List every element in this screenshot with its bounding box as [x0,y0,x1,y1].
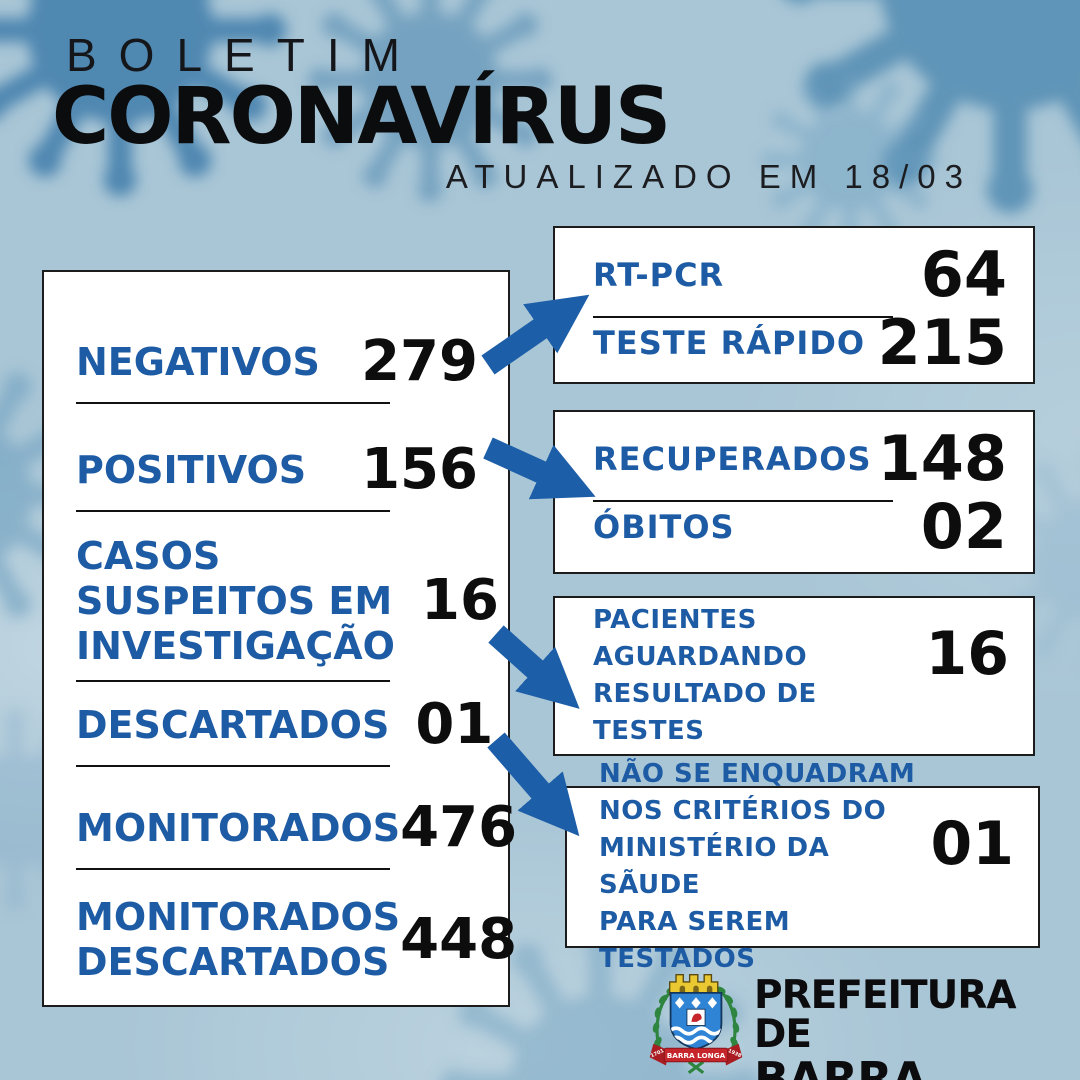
stat-row-descartados: DESCARTADOS 01 [76,697,493,768]
stat-value: 215 [877,306,1007,379]
stat-value: 16 [421,568,499,634]
stat-value: 01 [415,692,494,758]
stat-row-monitorados: MONITORADOS 476 [76,800,517,871]
stat-row-recuperados: RECUPERADOS 148 [593,422,1007,502]
pending-results-panel: PACIENTES AGUARDANDO RESULTADO DE TESTES… [553,596,1035,756]
stat-label: DESCARTADOS [76,703,390,748]
stat-value: 476 [400,795,518,861]
crest-ribbon-text: BARRA LONGA [667,1051,726,1060]
stat-row-obitos: ÓBITOS 02 [593,496,1007,564]
stat-label: RECUPERADOS [593,440,872,478]
summary-panel: NEGATIVOS 279 POSITIVOS 156 CASOS SUSPEI… [42,270,517,1007]
stat-value: 01 [930,809,1015,879]
stat-value: 448 [400,907,518,973]
crest-year-right: 1938 [727,1048,743,1059]
org-name: PREFEITURA DE BARRA LONGA [754,976,1080,1080]
stat-row-suspeitos: CASOS SUSPEITOS EM INVESTIGAÇÃO 16 [76,534,499,683]
stat-label: MONITORADOS [76,806,401,851]
outcomes-panel: RECUPERADOS 148 ÓBITOS 02 [553,410,1035,574]
stat-label: NÃO SE ENQUADRAM NOS CRITÉRIOS DO MINIST… [599,759,916,974]
org-name-line1: PREFEITURA DE [754,973,1017,1057]
stat-label: CASOS SUSPEITOS EM INVESTIGAÇÃO [76,534,395,668]
org-name-line2: BARRA LONGA [754,1052,927,1080]
stat-value: 64 [920,238,1007,311]
crest-year-left: 1701 [650,1048,666,1059]
stat-label: TESTE RÁPIDO [593,324,866,362]
bulletin-kicker: BOLETIM [66,29,422,81]
stat-value: 148 [877,422,1007,495]
stat-row-negativos: NEGATIVOS 279 [76,334,478,404]
stat-row-monitorados-descartados: MONITORADOS DESCARTADOS 448 [76,895,517,999]
excluded-criteria-panel: NÃO SE ENQUADRAM NOS CRITÉRIOS DO MINIST… [565,759,1040,974]
stat-label: PACIENTES AGUARDANDO RESULTADO DE TESTES [593,605,817,746]
stat-row-teste-rapido: TESTE RÁPIDO 215 [593,312,1007,380]
stat-value: 02 [920,490,1007,563]
tests-panel: RT-PCR 64 TESTE RÁPIDO 215 [553,226,1035,384]
stat-value: 16 [925,619,1010,689]
stat-label: MONITORADOS DESCARTADOS [76,895,401,985]
stat-label: ÓBITOS [593,508,735,546]
stat-row-positivos: POSITIVOS 156 [76,442,478,512]
stat-label: POSITIVOS [76,447,307,492]
city-hall-signature: BARRA LONGA 1701 1938 PREFEITURA DE BARR… [646,962,1080,1080]
stat-value: 156 [361,437,478,502]
barra-longa-crest-icon: BARRA LONGA 1701 1938 [649,974,743,1075]
updated-date: ATUALIZADO EM 18/03 [445,158,972,195]
stat-row-rtpcr: RT-PCR 64 [593,238,1007,318]
bulletin-title: CORONAVÍRUS [52,72,671,162]
stat-label: NEGATIVOS [76,339,320,384]
stat-value: 279 [361,329,478,394]
stat-label: RT-PCR [593,256,725,294]
